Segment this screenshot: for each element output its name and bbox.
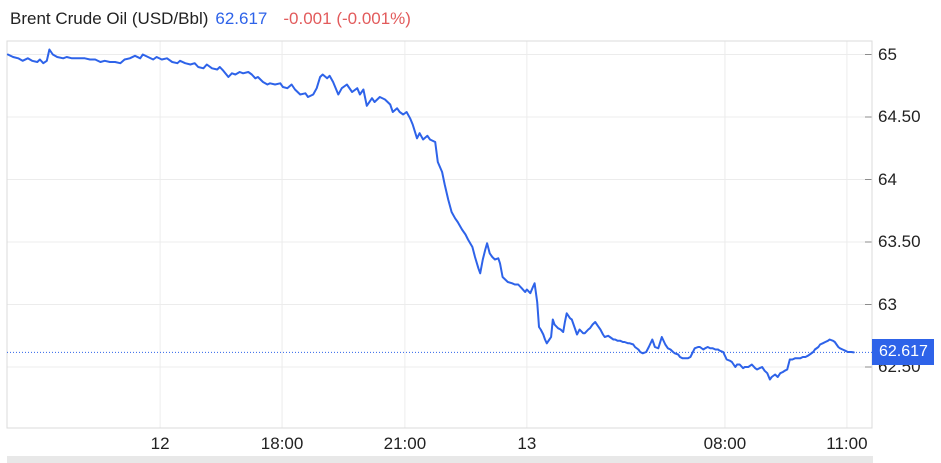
y-axis-label: 64.50 — [878, 107, 921, 126]
y-axis-label: 63.50 — [878, 232, 921, 251]
instrument-title: Brent Crude Oil (USD/Bbl) — [10, 9, 209, 28]
x-axis-label: 12 — [150, 434, 170, 453]
x-axis-label: 08:00 — [703, 434, 747, 453]
y-axis-label: 65 — [878, 44, 897, 64]
y-axis-label: 64 — [878, 169, 897, 189]
bottom-strip — [7, 456, 873, 463]
y-axis-label: 63 — [878, 294, 897, 314]
price-change: -0.001 (-0.001%) — [283, 9, 411, 28]
last-price-value: 62.617 — [215, 9, 268, 28]
x-axis-label: 11:00 — [826, 434, 868, 453]
x-axis-label: 18:00 — [260, 434, 304, 453]
chart-header: Brent Crude Oil (USD/Bbl) 62.617 -0.001 (-… — [10, 8, 411, 29]
price-line — [6, 48, 855, 381]
plot-border — [6, 40, 873, 429]
x-axis-label: 21:00 — [383, 434, 427, 453]
x-axis-label: 13 — [517, 434, 537, 453]
last-price-badge: 62.617 — [872, 339, 934, 366]
